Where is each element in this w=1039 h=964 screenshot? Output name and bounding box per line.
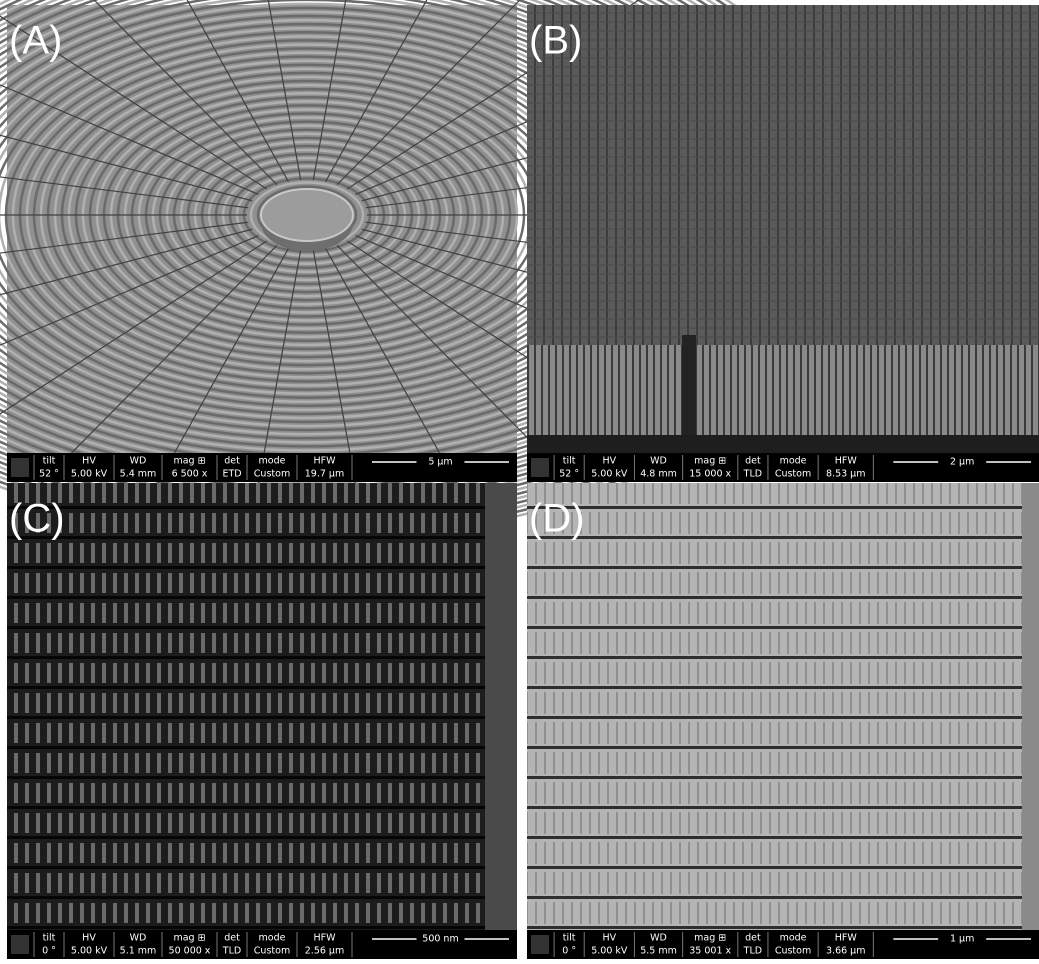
info-header: HV xyxy=(602,933,616,944)
info-value: TLD xyxy=(743,946,762,957)
scale-label: 500 nm xyxy=(422,934,458,945)
edge xyxy=(485,483,517,930)
info-header: tilt xyxy=(563,456,576,467)
info-value: Custom xyxy=(254,946,290,957)
logo xyxy=(531,458,549,477)
info-value: 15 000 x xyxy=(689,469,731,480)
info-value: 52 ° xyxy=(39,469,59,480)
panel-label: (D) xyxy=(529,497,585,541)
gap xyxy=(682,335,696,435)
info-value: 5.00 kV xyxy=(71,469,108,480)
info-header: WD xyxy=(130,933,147,944)
info-header: det xyxy=(224,456,240,467)
info-header: mag ⊞ xyxy=(694,456,726,467)
wall xyxy=(527,345,1039,435)
info-header: HFW xyxy=(835,933,858,944)
info-header: tilt xyxy=(43,933,56,944)
floor xyxy=(527,435,1039,453)
info-header: HV xyxy=(82,456,96,467)
panel: (D) tilt 0 ° HV 5.00 kV WD 5.5 mm mag ⊞ 35 001 x… xyxy=(527,483,1039,959)
info-value: 52 ° xyxy=(559,469,579,480)
info-value: 19.7 µm xyxy=(305,469,344,480)
info-value: 5.5 mm xyxy=(640,946,677,957)
info-header: mode xyxy=(259,456,286,467)
info-value: 5.4 mm xyxy=(120,469,157,480)
panel-label: (A) xyxy=(9,19,62,63)
info-header: mag ⊞ xyxy=(173,456,205,467)
info-header: det xyxy=(745,933,761,944)
info-value: 5.00 kV xyxy=(591,946,628,957)
info-value: Custom xyxy=(775,946,811,957)
info-header: HV xyxy=(82,933,96,944)
info-value: 50 000 x xyxy=(169,946,211,957)
panel: (B) tilt 52 ° HV 5.00 kV WD 4.8 mm mag ⊞ 15 000 … xyxy=(527,5,1039,482)
info-value: 5.00 kV xyxy=(71,946,108,957)
info-header: mag ⊞ xyxy=(173,933,205,944)
info-value: Custom xyxy=(254,469,290,480)
info-header: HV xyxy=(602,456,616,467)
info-header: tilt xyxy=(43,456,56,467)
info-header: det xyxy=(745,456,761,467)
scale-label: 1 µm xyxy=(950,934,974,945)
info-header: mode xyxy=(780,933,807,944)
figure: (A) tilt 52 ° HV 5.00 kV WD 5.4 mm mag ⊞ 6 500 x… xyxy=(0,0,1039,960)
info-value: 5.1 mm xyxy=(120,946,157,957)
info-header: WD xyxy=(650,933,667,944)
info-value: TLD xyxy=(743,469,762,480)
logo xyxy=(11,935,29,954)
info-header: mag ⊞ xyxy=(694,933,726,944)
info-value: 2.56 µm xyxy=(305,946,344,957)
info-header: mode xyxy=(259,933,286,944)
info-value: 0 ° xyxy=(42,946,56,957)
scale-label: 2 µm xyxy=(950,457,974,468)
edge xyxy=(1022,483,1039,930)
panel-label: (C) xyxy=(9,497,65,541)
image-bg xyxy=(527,483,1039,930)
info-value: Custom xyxy=(775,469,811,480)
panel-label: (B) xyxy=(529,19,582,63)
info-value: 5.00 kV xyxy=(591,469,628,480)
info-header: mode xyxy=(780,456,807,467)
info-header: HFW xyxy=(835,456,858,467)
info-value: 4.8 mm xyxy=(640,469,677,480)
info-value: ETD xyxy=(222,469,241,480)
panel: (C) tilt 0 ° HV 5.00 kV WD 5.1 mm mag ⊞ 50 000 x… xyxy=(7,483,517,959)
info-value: 35 001 x xyxy=(689,946,731,957)
pillar xyxy=(261,189,353,241)
info-header: WD xyxy=(650,456,667,467)
info-header: HFW xyxy=(313,456,336,467)
info-value: 0 ° xyxy=(562,946,576,957)
scale-label: 5 µm xyxy=(428,457,452,468)
logo xyxy=(531,935,549,954)
info-header: WD xyxy=(130,456,147,467)
info-value: 3.66 µm xyxy=(826,946,865,957)
image-bg xyxy=(7,483,517,930)
info-header: HFW xyxy=(313,933,336,944)
logo xyxy=(11,458,29,477)
info-value: TLD xyxy=(222,946,241,957)
info-value: 6 500 x xyxy=(172,469,208,480)
info-header: det xyxy=(224,933,240,944)
info-value: 8.53 µm xyxy=(826,469,865,480)
info-header: tilt xyxy=(563,933,576,944)
